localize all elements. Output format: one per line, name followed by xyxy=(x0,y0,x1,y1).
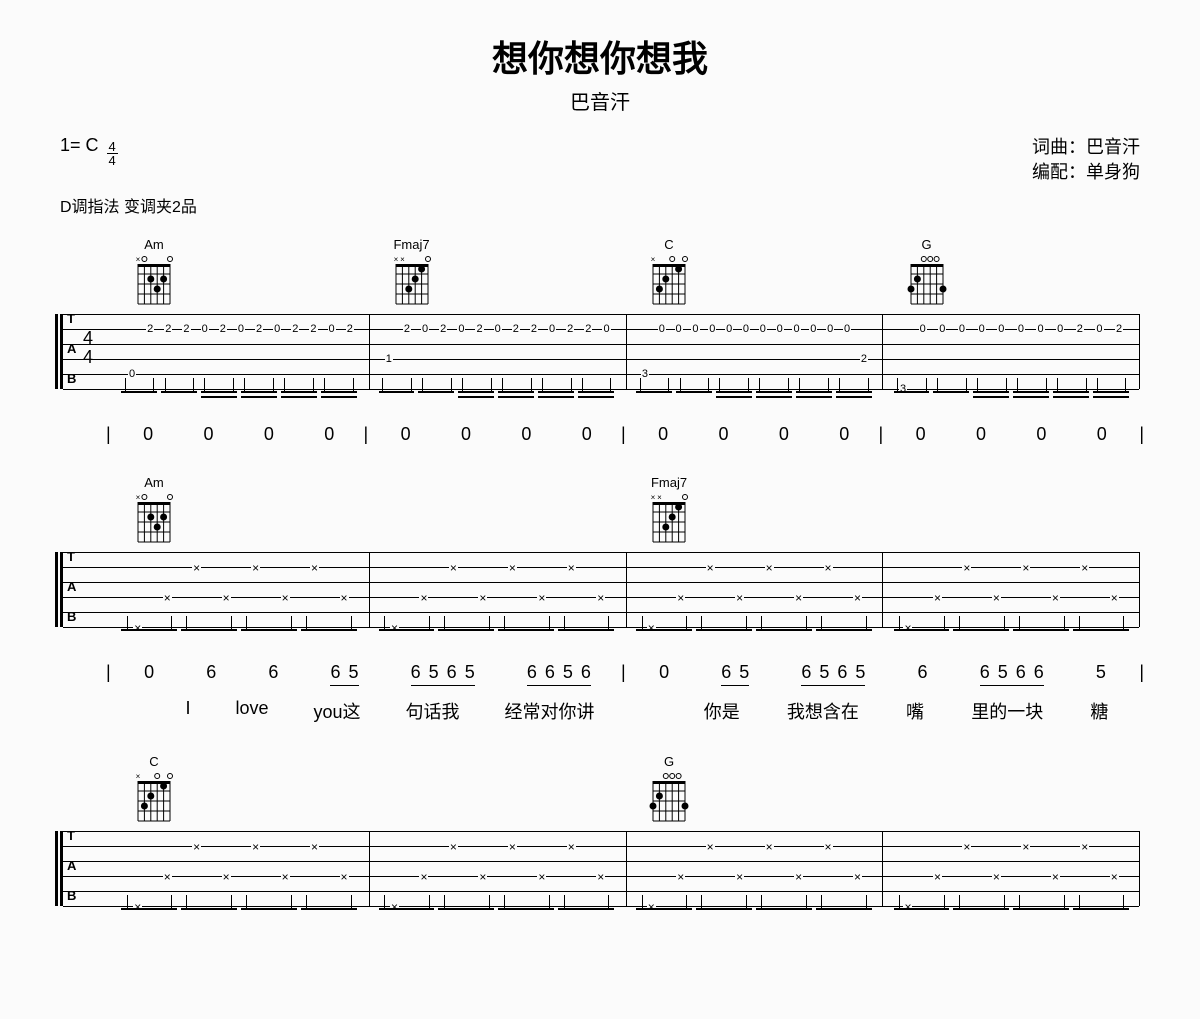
song-title: 想你想你想我 xyxy=(60,30,1140,82)
svg-text:×: × xyxy=(136,772,141,781)
chord-diagram-Fmaj7: Fmaj7×× xyxy=(645,475,693,548)
chord-diagram-C: C× xyxy=(130,754,178,827)
svg-text:×: × xyxy=(651,493,656,502)
chord-diagram-G: G xyxy=(645,754,693,827)
numbered-notation: 0000000000000000 xyxy=(60,424,1140,445)
svg-text:×: × xyxy=(651,255,656,264)
tab-staff: TAB4402220202022021202020220220300000000… xyxy=(60,314,1140,389)
chord-diagram-Fmaj7: Fmaj7×× xyxy=(388,237,436,310)
chord-diagram-Am: Am× xyxy=(130,475,178,548)
lyrics: Iloveyou这句话我经常对你讲你是我想含在嘴里的一块糖 xyxy=(60,698,1140,724)
chord-diagram-Am: Am× xyxy=(130,237,178,310)
svg-text:×: × xyxy=(400,255,405,264)
chord-diagram-G: G xyxy=(903,237,951,310)
tab-staff: TAB×××××××××××××××××××××××××××××××× xyxy=(60,552,1140,627)
system-1: Am× Fmaj7××TAB×××××××××××××××××××××××××××… xyxy=(60,475,1140,724)
capo-info: D调指法 变调夹2品 xyxy=(60,193,1140,217)
tab-staff: TAB×××××××××××××××××××××××××××××××× xyxy=(60,831,1140,906)
system-2: C× GTAB×××××××××××××××××××××××××××××××× xyxy=(60,754,1140,933)
artist-name: 巴音汗 xyxy=(60,86,1140,115)
key-info: 1= C 44 xyxy=(60,135,118,185)
svg-text:×: × xyxy=(393,255,398,264)
svg-text:×: × xyxy=(136,255,141,264)
system-0: Am× Fmaj7×× C× GTAB440222020202202120202022… xyxy=(60,237,1140,445)
svg-text:×: × xyxy=(136,493,141,502)
svg-text:×: × xyxy=(657,493,662,502)
credits: 词曲：巴音汗 编配：单身狗 xyxy=(1032,135,1140,185)
chord-diagram-C: C× xyxy=(645,237,693,310)
numbered-notation: 06665656566560656565665665 xyxy=(60,662,1140,683)
